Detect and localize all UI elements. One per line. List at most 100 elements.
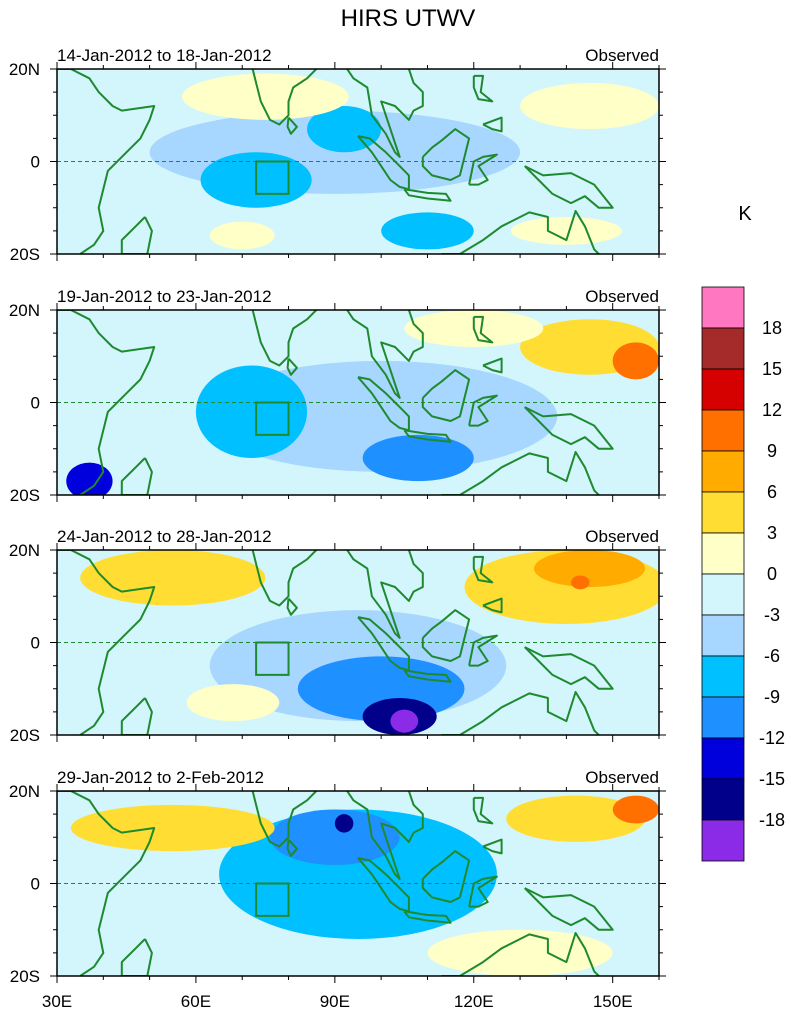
- coastline: [468, 634, 498, 667]
- coastline: [421, 850, 471, 903]
- coastline: [441, 210, 600, 254]
- colorbar-tick-label: 9: [767, 441, 777, 461]
- coastline: [441, 691, 600, 735]
- coastline: [421, 128, 471, 181]
- panel-type-label: Observed: [585, 46, 659, 65]
- coastline: [476, 768, 482, 780]
- region-box: [255, 160, 290, 195]
- coastline: [120, 938, 153, 976]
- coastline: [57, 310, 156, 495]
- coastline: [476, 287, 482, 299]
- coastline: [120, 697, 153, 735]
- contour-region: [270, 809, 400, 865]
- coastline: [441, 451, 600, 495]
- lon-label: 30E: [42, 992, 72, 1011]
- colorbar-swatch: [701, 696, 745, 739]
- coastline: [186, 310, 424, 399]
- colorbar-tick-label: 12: [762, 400, 782, 420]
- colorbar-tick-label: 3: [767, 523, 777, 543]
- colorbar-tick-label: -18: [759, 810, 785, 830]
- colorbar-swatch: [701, 819, 745, 862]
- panel-type-label: Observed: [585, 287, 659, 306]
- contour-region: [209, 221, 275, 250]
- contour-region: [510, 217, 622, 245]
- panel-period-label: 14-Jan-2012 to 18-Jan-2012: [57, 46, 272, 65]
- region-box: [255, 641, 290, 676]
- colorbar-swatch: [701, 327, 745, 370]
- coastline: [186, 550, 424, 639]
- coastline: [403, 188, 452, 202]
- colorbar-unit: K: [738, 203, 752, 225]
- coastline: [468, 394, 498, 427]
- lon-label: 90E: [320, 992, 350, 1011]
- coastline: [472, 315, 494, 344]
- colorbar-swatch: [701, 286, 745, 329]
- colorbar-tick-label: -15: [759, 769, 785, 789]
- contour-region: [334, 814, 354, 833]
- colorbar-tick-label: 15: [762, 359, 782, 379]
- lat-label: 20N: [9, 782, 40, 801]
- colorbar-tick-label: -12: [759, 728, 785, 748]
- contour-region: [66, 462, 113, 495]
- coastline: [468, 153, 498, 186]
- panel-period-label: 29-Jan-2012 to 2-Feb-2012: [57, 768, 264, 787]
- lat-label: 0: [31, 153, 40, 172]
- region-box: [255, 882, 290, 917]
- coastline: [120, 457, 153, 495]
- coastline: [476, 527, 482, 539]
- lat-label: 20N: [9, 541, 40, 560]
- map-panel-2: 19-Jan-2012 to 23-Jan-2012 Observed 20N 0 20…: [9, 287, 666, 505]
- map-panel-1: 14-Jan-2012 to 18-Jan-2012 Observed 20N 0 20…: [9, 46, 666, 264]
- coastline: [472, 74, 494, 103]
- contour-field: [57, 69, 659, 254]
- lat-label: 20N: [9, 301, 40, 320]
- coastline: [482, 838, 503, 855]
- colorbar-swatch: [701, 491, 745, 534]
- panel-type-label: Observed: [585, 527, 659, 546]
- colorbar-swatch: [701, 778, 745, 821]
- contour-region: [195, 365, 308, 458]
- contour-region: [362, 434, 474, 482]
- lat-label: 0: [31, 634, 40, 653]
- coastline: [286, 838, 298, 857]
- coastline: [476, 46, 482, 58]
- colorbar-tick-label: 18: [762, 318, 782, 338]
- contour-region: [427, 929, 613, 976]
- colorbar-tick-label: -3: [764, 605, 780, 625]
- coastline: [421, 369, 471, 422]
- colorbar-swatch: [701, 614, 745, 657]
- coastline: [286, 597, 298, 616]
- coastlines: [57, 527, 614, 735]
- coastline: [441, 932, 600, 976]
- coastlines: [57, 768, 614, 976]
- contour-region: [612, 795, 659, 824]
- coastline: [523, 887, 614, 931]
- colorbar-swatch: [701, 368, 745, 411]
- panels: 14-Jan-2012 to 18-Jan-2012 Observed 20N 0 20…: [9, 46, 666, 1011]
- map-panel-3: 24-Jan-2012 to 28-Jan-2012 Observed 20N 0 20…: [9, 527, 666, 745]
- coastline: [286, 116, 298, 135]
- colorbar-swatch: [701, 450, 745, 493]
- panel-period-label: 24-Jan-2012 to 28-Jan-2012: [57, 527, 272, 546]
- lat-label: 20N: [9, 60, 40, 79]
- coastline: [403, 910, 452, 924]
- coastlines: [57, 46, 614, 254]
- contour-region: [390, 709, 419, 733]
- coastline: [403, 429, 452, 443]
- coastline: [482, 357, 503, 374]
- figure-title: HIRS UTWV: [341, 5, 476, 32]
- colorbar-swatch: [701, 532, 745, 575]
- contour-region: [571, 575, 590, 590]
- colorbar-swatch: [701, 409, 745, 452]
- colorbar-tick-label: -6: [764, 646, 780, 666]
- coastline: [523, 646, 614, 690]
- coastline: [523, 406, 614, 450]
- coastline: [468, 875, 498, 908]
- lat-label: 20S: [10, 967, 40, 986]
- lon-label: 120E: [454, 992, 494, 1011]
- coastline: [421, 609, 471, 662]
- contour-region: [70, 804, 275, 852]
- colorbar-swatch: [701, 737, 745, 780]
- colorbar-tick-label: 6: [767, 482, 777, 502]
